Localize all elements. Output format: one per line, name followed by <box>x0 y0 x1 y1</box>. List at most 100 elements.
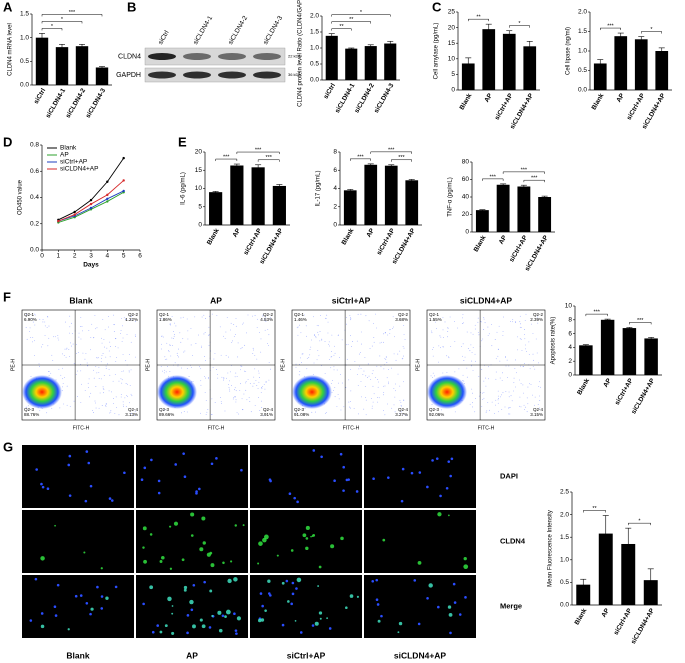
flow-event <box>207 409 209 410</box>
flow-event <box>29 331 31 333</box>
flow-event <box>514 386 516 388</box>
flow-event <box>208 335 210 336</box>
flow-event <box>384 358 386 360</box>
flow-event <box>485 411 487 413</box>
x-tick-label: AP <box>602 377 613 389</box>
flow-event <box>201 345 203 347</box>
flow-event <box>470 365 472 367</box>
series-point <box>106 193 109 197</box>
flow-event <box>120 396 122 398</box>
flow-event <box>188 376 190 377</box>
flow-event <box>77 351 79 353</box>
bar <box>209 192 223 225</box>
x-tick-label: siCtrl+AP <box>626 92 647 122</box>
flow-event <box>499 396 501 398</box>
flow-event <box>86 362 88 364</box>
flow-event <box>395 359 397 361</box>
blot-strip <box>144 67 286 83</box>
flow-event <box>168 375 169 377</box>
flow-event <box>392 327 394 329</box>
flow-event <box>431 330 433 332</box>
series-point <box>73 210 76 214</box>
flow-event <box>26 314 27 316</box>
flow-event <box>252 315 254 317</box>
cldn4-signal <box>183 585 188 590</box>
x-tick-label: 3 <box>89 253 93 260</box>
nucleus <box>453 601 457 604</box>
cldn4-signal <box>100 567 103 570</box>
flow-event <box>170 324 171 326</box>
nucleus <box>418 471 422 474</box>
flow-event <box>187 338 189 340</box>
flow-event <box>264 329 266 331</box>
nucleus <box>192 583 196 587</box>
nucleus <box>342 465 346 469</box>
quadrant-percent: 89.66% <box>159 412 174 417</box>
flow-event <box>206 411 208 413</box>
flow-event <box>397 373 399 375</box>
flow-event <box>102 386 104 388</box>
quadrant-percent: 4.53% <box>260 317 273 322</box>
flow-event <box>348 401 350 403</box>
bar <box>621 543 636 605</box>
flow-event <box>373 393 375 395</box>
flow-event <box>186 318 188 320</box>
cldn4-signal <box>294 619 297 622</box>
flow-event <box>442 372 444 374</box>
flow-event <box>89 396 90 398</box>
flow-event <box>491 345 493 347</box>
flow-event <box>237 342 239 344</box>
cldn4-signal <box>217 610 222 615</box>
flow-event <box>386 362 388 363</box>
flow-event <box>128 354 130 355</box>
flow-event <box>70 342 72 344</box>
flow-event <box>204 391 206 393</box>
flow-event <box>72 343 74 345</box>
cldn4-signal <box>83 551 86 554</box>
cldn4-signal <box>199 547 204 552</box>
flow-event <box>494 339 496 340</box>
flow-event <box>213 358 215 360</box>
flow-event <box>42 321 44 323</box>
error-bar <box>506 30 513 37</box>
flow-event <box>489 409 490 411</box>
nucleus <box>157 479 161 483</box>
quadrant-name: Q2-2 <box>128 312 139 317</box>
flow-event <box>365 315 367 317</box>
flow-event <box>377 386 379 388</box>
nucleus <box>68 494 72 497</box>
bar <box>75 46 89 85</box>
flow-event <box>370 398 372 399</box>
y-tick-label: 1.5 <box>310 29 319 36</box>
cldn4-signal <box>242 524 245 527</box>
cldn4-signal <box>264 609 267 612</box>
flow-event <box>260 351 262 353</box>
quadrant-name: Q2-1 <box>24 312 35 317</box>
flow-event <box>525 406 527 408</box>
nucleus <box>186 631 189 635</box>
cldn4-signal <box>159 630 163 634</box>
flow-event <box>350 390 352 392</box>
nucleus <box>401 467 405 471</box>
flow-event <box>105 367 107 369</box>
error-bar <box>39 33 45 42</box>
flow-event <box>462 374 464 376</box>
cldn4-signal <box>169 567 173 570</box>
flow-event <box>517 336 519 338</box>
flow-event <box>331 351 332 352</box>
x-tick-label: AP <box>615 92 626 104</box>
flow-event <box>227 372 229 374</box>
flow-event <box>113 324 115 326</box>
flow-event <box>385 356 387 358</box>
cldn4-signal <box>281 581 285 585</box>
cldn4-signal <box>310 535 312 538</box>
flow-event <box>477 317 479 319</box>
flow-event <box>229 380 230 382</box>
flow-event <box>32 341 33 343</box>
flow-event <box>472 333 474 335</box>
flow-event <box>121 341 123 342</box>
flow-event <box>391 367 392 369</box>
flow-event <box>69 315 71 317</box>
flow-event <box>130 413 132 414</box>
cldn4-signal <box>210 563 215 568</box>
